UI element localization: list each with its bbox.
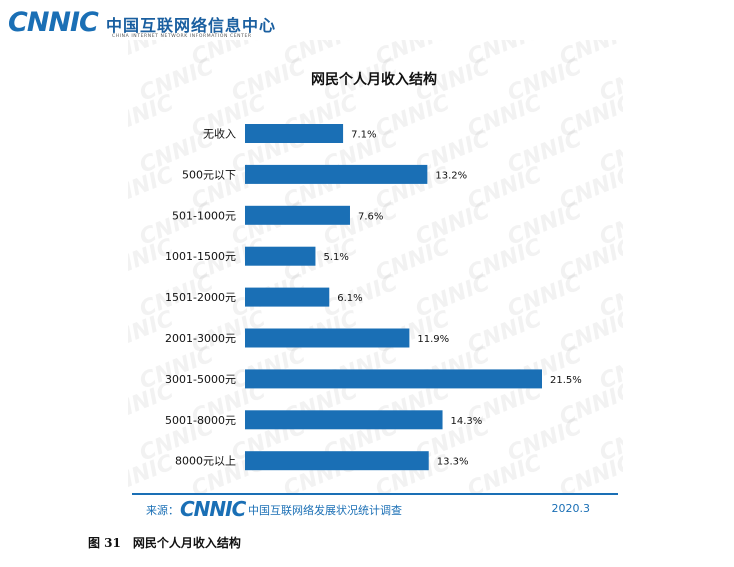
data-label: 7.6%	[358, 211, 383, 222]
footer-divider	[132, 493, 618, 495]
chart-title: 网民个人月收入结构	[311, 71, 437, 88]
bar	[245, 451, 429, 471]
bar	[245, 124, 344, 143]
data-label: 5.1%	[323, 252, 348, 263]
category-label: 2001-3000元	[165, 332, 236, 345]
category-label: 1001-1500元	[165, 250, 236, 263]
category-label: 无收入	[203, 127, 236, 141]
figure-title: 网民个人月收入结构	[132, 536, 241, 550]
data-label: 7.1%	[351, 130, 376, 141]
header: CNNIC 中国互联网络信息中心 CHINA INTERNET NETWORK …	[8, 8, 408, 44]
survey-name: 中国互联网络发展状况统计调查	[248, 504, 402, 517]
data-label: 13.3%	[437, 457, 469, 468]
data-label: 11.9%	[417, 334, 449, 345]
data-label: 13.2%	[435, 170, 467, 181]
bar	[245, 369, 542, 389]
bar	[245, 410, 443, 430]
source-label: 来源：	[146, 504, 179, 517]
category-label: 500元以下	[182, 168, 236, 181]
bar	[245, 328, 410, 348]
bars-layer: 无收入 7.1% 500元以下 13.2% 501-1000元 7.6% 1001-1500…	[165, 124, 582, 471]
figure-number: 图 31	[88, 536, 121, 550]
category-label: 8000元以上	[175, 455, 236, 468]
data-label: 14.3%	[451, 416, 483, 427]
source-footer: 来源： CNNIC 中国互联网络发展状况统计调查 2020.3	[140, 498, 610, 520]
org-name-en: CHINA INTERNET NETWORK INFORMATION CENTE…	[112, 34, 252, 39]
category-label: 1501-2000元	[165, 291, 236, 304]
bar	[245, 287, 330, 307]
category-label: 5001-8000元	[165, 414, 236, 427]
category-label: 501-1000元	[172, 209, 236, 222]
cnnic-logo: CNNIC	[8, 7, 99, 38]
org-name-cn: 中国互联网络信息中心	[106, 16, 277, 35]
bar	[245, 164, 428, 184]
data-label: 6.1%	[337, 293, 362, 304]
bar	[245, 205, 350, 225]
category-label: 3001-5000元	[165, 373, 236, 386]
data-label: 21.5%	[550, 375, 582, 386]
footer-cnnic-logo: CNNIC	[180, 497, 246, 521]
bar	[245, 246, 316, 266]
figure-caption: 图 31 网民个人月收入结构	[88, 534, 241, 551]
report-date: 2020.3	[551, 502, 591, 515]
